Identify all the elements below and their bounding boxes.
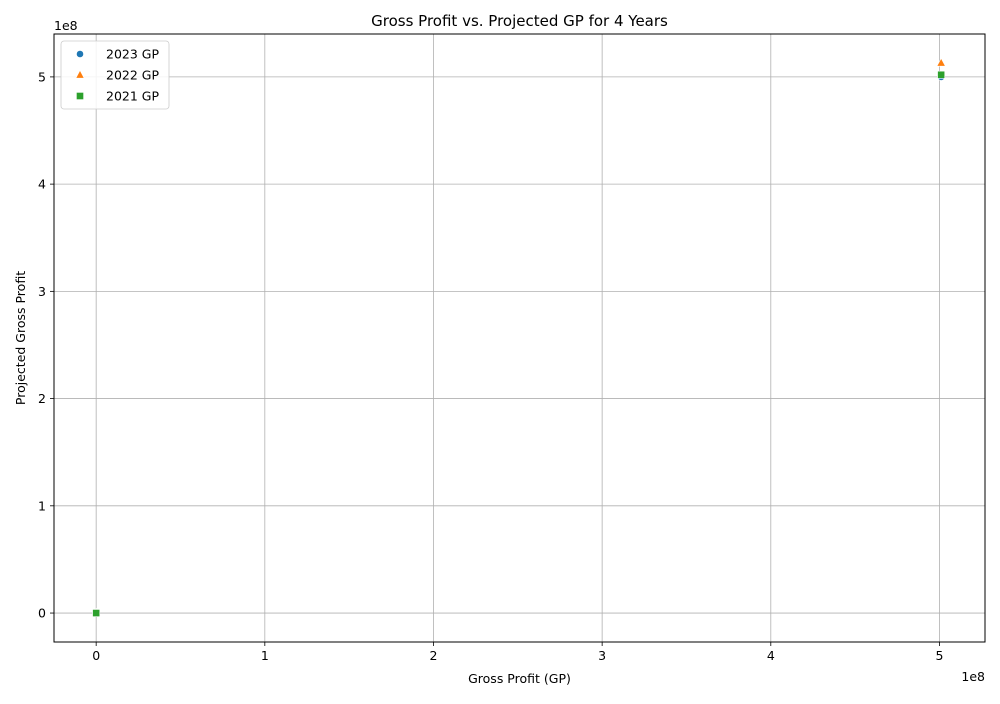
legend-label: 2023 GP (106, 47, 159, 62)
legend-label: 2022 GP (106, 68, 159, 83)
y-tick-label: 1 (38, 498, 46, 513)
data-points (91, 57, 946, 617)
axis-ticks: 0 1 2 3 4 5 0 1 2 3 4 5 (38, 69, 943, 663)
x-tick-label: 4 (767, 648, 775, 663)
point-2022-gp (936, 57, 946, 67)
legend-label: 2021 GP (106, 89, 159, 104)
y-axis-label: Projected Gross Profit (13, 271, 28, 405)
plot-area-frame (53, 33, 986, 643)
chart-title: Gross Profit vs. Projected GP for 4 Year… (371, 12, 668, 30)
legend: 2023 GP 2022 GP 2021 GP (60, 40, 170, 110)
y-tick-label: 4 (38, 177, 46, 192)
x-tick-label: 3 (598, 648, 606, 663)
x-tick-label: 1 (261, 648, 269, 663)
y-tick-label: 5 (38, 69, 46, 84)
y-axis-offset-label: 1e8 (54, 18, 78, 33)
x-tick-label: 0 (92, 648, 100, 663)
point-2021-gp (92, 609, 101, 617)
legend-marker-1 (75, 69, 85, 79)
x-axis-offset-label: 1e8 (961, 669, 985, 684)
y-tick-label: 0 (38, 606, 46, 621)
x-tick-label: 2 (430, 648, 438, 663)
y-tick-label: 3 (38, 284, 46, 299)
legend-marker-0 (76, 50, 84, 58)
legend-box (60, 40, 170, 110)
x-tick-label: 5 (935, 648, 943, 663)
x-axis-label: Gross Profit (GP) (468, 671, 571, 686)
y-tick-label: 2 (38, 391, 46, 406)
point-2021-gp (937, 70, 946, 79)
grid-lines (54, 34, 985, 642)
legend-marker-2 (76, 92, 84, 100)
